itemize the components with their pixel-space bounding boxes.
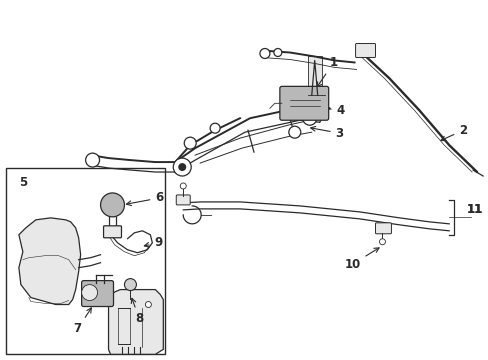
Text: 5: 5: [19, 176, 27, 189]
FancyBboxPatch shape: [81, 280, 113, 306]
Text: 10: 10: [344, 248, 378, 271]
Text: 3: 3: [310, 126, 343, 140]
Text: 6: 6: [126, 192, 163, 206]
Circle shape: [210, 123, 220, 133]
Text: 1: 1: [316, 56, 337, 87]
FancyBboxPatch shape: [355, 44, 375, 58]
Text: 11: 11: [466, 203, 483, 216]
FancyBboxPatch shape: [103, 226, 121, 238]
Circle shape: [180, 183, 186, 189]
Circle shape: [173, 158, 191, 176]
Circle shape: [379, 239, 385, 245]
Circle shape: [124, 279, 136, 291]
Bar: [307, 57, 321, 94]
Text: 9: 9: [144, 236, 163, 249]
FancyBboxPatch shape: [176, 195, 190, 205]
Circle shape: [85, 153, 100, 167]
Circle shape: [81, 285, 98, 301]
Text: 11: 11: [466, 203, 483, 216]
Text: 8: 8: [131, 298, 143, 325]
Circle shape: [184, 137, 196, 149]
Bar: [6, 168, 165, 354]
Text: 2: 2: [440, 124, 467, 141]
Circle shape: [288, 126, 300, 138]
Circle shape: [101, 193, 124, 217]
Circle shape: [302, 111, 316, 125]
Text: 4: 4: [286, 102, 344, 117]
Circle shape: [273, 49, 281, 57]
FancyBboxPatch shape: [375, 223, 390, 234]
Circle shape: [260, 49, 269, 58]
Circle shape: [145, 302, 151, 307]
Text: 7: 7: [73, 308, 91, 336]
Circle shape: [178, 163, 186, 171]
Polygon shape: [19, 218, 81, 305]
Polygon shape: [108, 289, 163, 354]
FancyBboxPatch shape: [279, 86, 328, 120]
